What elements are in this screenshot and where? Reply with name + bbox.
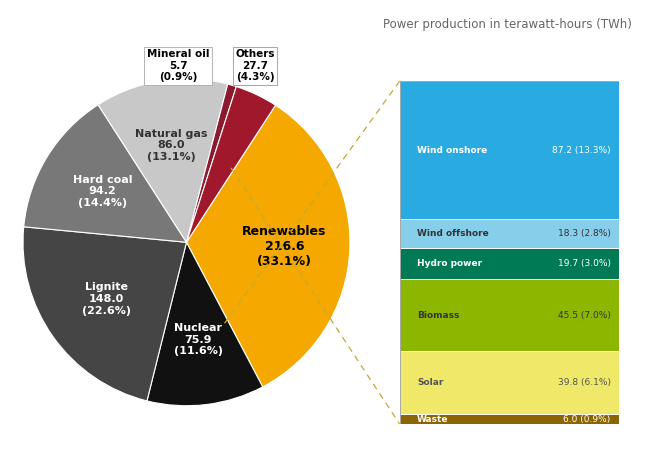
Text: Wind onshore: Wind onshore (417, 146, 488, 155)
Wedge shape (98, 79, 228, 242)
Text: Hard coal
94.2
(14.4%): Hard coal 94.2 (14.4%) (73, 175, 133, 208)
Text: 18.3 (2.8%): 18.3 (2.8%) (557, 229, 611, 238)
Text: 39.8 (6.1%): 39.8 (6.1%) (557, 378, 611, 387)
Bar (400, 81, 619, 219)
Text: 19.7 (3.0%): 19.7 (3.0%) (557, 259, 611, 268)
Text: Natural gas
86.0
(13.1%): Natural gas 86.0 (13.1%) (135, 129, 207, 162)
Bar (400, 248, 619, 280)
Text: Nuclear
75.9
(11.6%): Nuclear 75.9 (11.6%) (174, 323, 222, 356)
Bar (400, 219, 619, 248)
Text: Renewables
216.6
(33.1%): Renewables 216.6 (33.1%) (242, 225, 326, 268)
Wedge shape (147, 242, 262, 406)
Text: Lignite
148.0
(22.6%): Lignite 148.0 (22.6%) (82, 282, 131, 316)
Text: Wind offshore: Wind offshore (417, 229, 489, 238)
Text: Mineral oil
5.7
(0.9%): Mineral oil 5.7 (0.9%) (147, 49, 210, 83)
Text: Power production in terawatt-hours (TWh): Power production in terawatt-hours (TWh) (383, 18, 632, 31)
Text: 6.0 (0.9%): 6.0 (0.9%) (563, 414, 611, 423)
Wedge shape (186, 87, 276, 242)
Text: Waste: Waste (417, 414, 449, 423)
Wedge shape (24, 105, 186, 242)
Text: 87.2 (13.3%): 87.2 (13.3%) (552, 146, 611, 155)
Bar (400, 414, 619, 424)
Wedge shape (23, 227, 186, 401)
Wedge shape (186, 105, 350, 387)
Text: Hydro power: Hydro power (417, 259, 482, 268)
Text: Solar: Solar (417, 378, 444, 387)
Text: Biomass: Biomass (417, 311, 460, 320)
Bar (400, 280, 619, 351)
Text: Others
27.7
(4.3%): Others 27.7 (4.3%) (235, 49, 275, 83)
Bar (400, 351, 619, 414)
Wedge shape (186, 84, 236, 242)
Text: 45.5 (7.0%): 45.5 (7.0%) (557, 311, 611, 320)
